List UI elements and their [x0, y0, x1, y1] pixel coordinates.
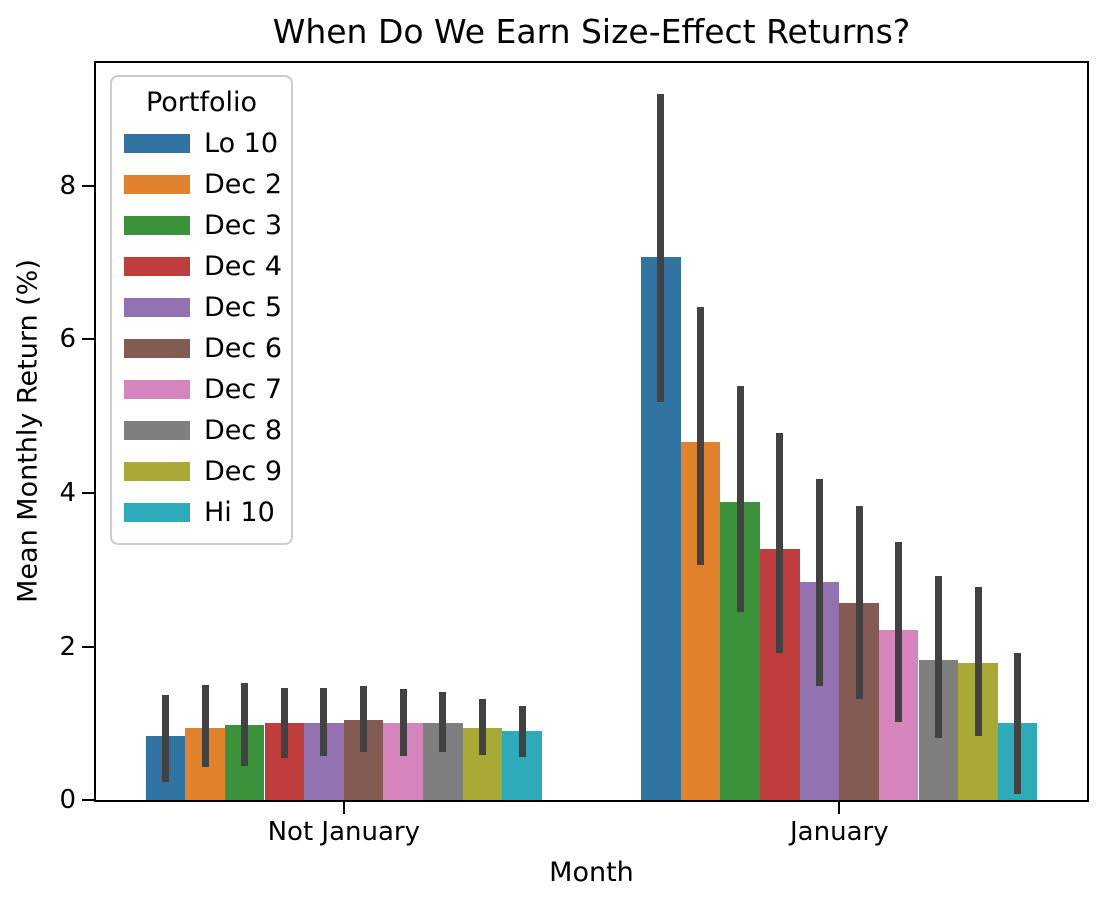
- legend-title: Portfolio: [145, 87, 258, 118]
- y-tick-mark-4: [82, 491, 94, 494]
- errorbar-january-dec-2: [697, 307, 704, 566]
- legend-entry-dec-2: Dec 2: [120, 164, 283, 205]
- legend-swatch-dec-7: [124, 380, 190, 399]
- errorbar-not-january-dec-3: [241, 683, 249, 767]
- errorbar-not-january-dec-6: [360, 686, 368, 753]
- x-tick-mark-january: [838, 802, 841, 814]
- legend-entry-hi-10: Hi 10: [120, 492, 283, 533]
- y-tick-mark-8: [82, 184, 94, 187]
- errorbar-january-dec-5: [815, 479, 823, 687]
- errorbar-not-january-hi-10: [518, 705, 526, 757]
- legend-swatch-dec-8: [124, 421, 190, 440]
- legend-swatch-dec-2: [124, 175, 190, 194]
- errorbar-not-january-lo-10: [161, 694, 169, 782]
- errorbar-january-dec-3: [736, 386, 744, 612]
- legend-swatch-dec-9: [124, 462, 190, 481]
- errorbar-january-dec-6: [855, 506, 863, 699]
- chart-title: When Do We Earn Size-Effect Returns?: [272, 12, 911, 51]
- y-tick-label-8: 8: [59, 170, 76, 201]
- errorbar-not-january-dec-5: [320, 687, 328, 757]
- legend-label-dec-9: Dec 9: [204, 456, 283, 487]
- legend-entry-dec-3: Dec 3: [120, 205, 283, 246]
- y-tick-label-2: 2: [59, 631, 76, 662]
- y-tick-label-0: 0: [59, 785, 76, 815]
- errorbar-january-dec-8: [934, 575, 942, 738]
- x-tick-mark-not-january: [342, 802, 345, 814]
- legend-label-hi-10: Hi 10: [204, 497, 275, 528]
- y-tick-mark-6: [82, 338, 94, 341]
- x-axis-label: Month: [549, 857, 634, 888]
- errorbar-january-dec-4: [776, 433, 784, 654]
- y-tick-label-6: 6: [59, 324, 76, 355]
- legend-entry-dec-8: Dec 8: [120, 410, 283, 451]
- errorbar-not-january-dec-4: [280, 687, 288, 758]
- legend-swatch-dec-4: [124, 257, 190, 276]
- legend-entry-dec-9: Dec 9: [120, 451, 283, 492]
- legend-swatch-dec-6: [124, 339, 190, 358]
- legend-entry-dec-7: Dec 7: [120, 369, 283, 410]
- x-tick-label-not-january: Not January: [267, 817, 420, 847]
- legend-label-dec-2: Dec 2: [204, 169, 283, 200]
- errorbar-january-dec-7: [895, 542, 903, 722]
- errorbar-not-january-dec-7: [399, 689, 407, 757]
- y-tick-mark-0: [82, 799, 94, 801]
- legend-label-dec-6: Dec 6: [204, 333, 283, 364]
- legend-swatch-lo-10: [124, 134, 190, 153]
- legend-swatch-dec-3: [124, 216, 190, 235]
- legend-entries: Lo 10 Dec 2 Dec 3 Dec 4 Dec 5 Dec 6 Dec 7 Dec 8…: [120, 123, 283, 533]
- errorbar-not-january-dec-8: [439, 691, 447, 752]
- errorbar-january-lo-10: [657, 93, 665, 403]
- errorbar-not-january-dec-2: [201, 684, 209, 767]
- legend-entry-dec-4: Dec 4: [120, 246, 283, 287]
- x-tick-label-january: January: [790, 817, 889, 847]
- legend-label-lo-10: Lo 10: [204, 128, 279, 159]
- legend-label-dec-7: Dec 7: [204, 374, 283, 405]
- errorbar-not-january-dec-9: [479, 699, 486, 755]
- legend-label-dec-4: Dec 4: [204, 251, 283, 282]
- legend: Portfolio Lo 10 Dec 2 Dec 3 Dec 4 Dec 5 Dec 6…: [110, 75, 293, 545]
- legend-entry-lo-10: Lo 10: [120, 123, 283, 164]
- legend-entry-dec-5: Dec 5: [120, 287, 283, 328]
- errorbar-january-hi-10: [1014, 652, 1022, 794]
- legend-label-dec-3: Dec 3: [204, 210, 283, 241]
- legend-swatch-hi-10: [124, 503, 190, 522]
- y-tick-mark-2: [82, 645, 94, 648]
- legend-label-dec-5: Dec 5: [204, 292, 283, 323]
- plot-area: Portfolio Lo 10 Dec 2 Dec 3 Dec 4 Dec 5 Dec 6…: [94, 61, 1089, 802]
- legend-label-dec-8: Dec 8: [204, 415, 283, 446]
- y-tick-label-4: 4: [59, 477, 76, 508]
- legend-entry-dec-6: Dec 6: [120, 328, 283, 369]
- legend-swatch-dec-5: [124, 298, 190, 317]
- y-axis-label: Mean Monthly Return (%): [12, 259, 44, 603]
- errorbar-january-dec-9: [974, 587, 982, 736]
